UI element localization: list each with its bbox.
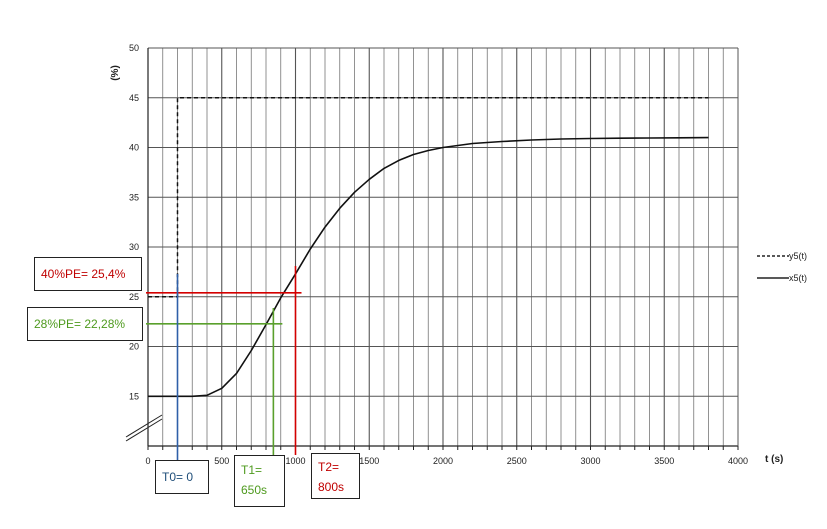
annotation-40pe: 40%PE= 25,4% bbox=[34, 257, 142, 291]
annotation-t2: T2= 800s bbox=[311, 453, 360, 499]
series-line-y5t bbox=[148, 97, 709, 298]
grid bbox=[148, 47, 738, 446]
legend-label-y5: y5(t) bbox=[789, 251, 807, 261]
legend: y5(t) x5(t) bbox=[757, 251, 807, 283]
annotation-28pe: 28%PE= 22,28% bbox=[27, 307, 143, 341]
y-tick-label: 20 bbox=[129, 342, 139, 352]
x-tick-label: 4000 bbox=[728, 456, 748, 466]
annotation-t2-line2: 800s bbox=[318, 480, 345, 494]
x-tick-label: 2500 bbox=[507, 456, 527, 466]
y-tick-label: 25 bbox=[129, 292, 139, 302]
x-tick-label: 2000 bbox=[433, 456, 453, 466]
annotation-t1-line2: 650s bbox=[241, 483, 268, 497]
x-tick-label: 500 bbox=[214, 456, 229, 466]
x-tick-label: 1000 bbox=[285, 456, 305, 466]
annotation-t0: T0= 0 bbox=[155, 460, 209, 494]
annotation-t2-line1: T2= bbox=[318, 460, 340, 474]
x-tick-label: 3500 bbox=[654, 456, 674, 466]
x-axis-label: t (s) bbox=[765, 454, 783, 465]
legend-label-x5: x5(t) bbox=[789, 273, 807, 283]
series-line-x5t bbox=[148, 136, 709, 398]
annotation-t1-line1: T1= bbox=[241, 463, 263, 477]
y-tick-label: 35 bbox=[129, 192, 139, 202]
annotation-t1: T1= 650s bbox=[234, 455, 285, 507]
axis-break-mark bbox=[125, 414, 163, 442]
y-tick-label: 15 bbox=[129, 391, 139, 401]
y-tick-label: 40 bbox=[129, 143, 139, 153]
y-tick-label: 30 bbox=[129, 242, 139, 252]
annotation-t0-text: T0= 0 bbox=[162, 470, 194, 484]
x-tick-label: 0 bbox=[145, 456, 150, 466]
series bbox=[148, 97, 709, 398]
annotation-40pe-text: 40%PE= 25,4% bbox=[41, 267, 126, 281]
y-tick-label: 50 bbox=[129, 43, 139, 53]
guide-lines bbox=[146, 266, 302, 460]
x-tick-label: 1500 bbox=[359, 456, 379, 466]
x-tick-label: 3000 bbox=[580, 456, 600, 466]
annotation-28pe-text: 28%PE= 22,28% bbox=[34, 317, 126, 331]
y-axis-label: (%) bbox=[110, 65, 121, 81]
tick-labels: 0 500 1000 1500 2000 2500 3000 3500 4000 15 20 25 30… bbox=[129, 43, 748, 466]
y-tick-label: 45 bbox=[129, 93, 139, 103]
